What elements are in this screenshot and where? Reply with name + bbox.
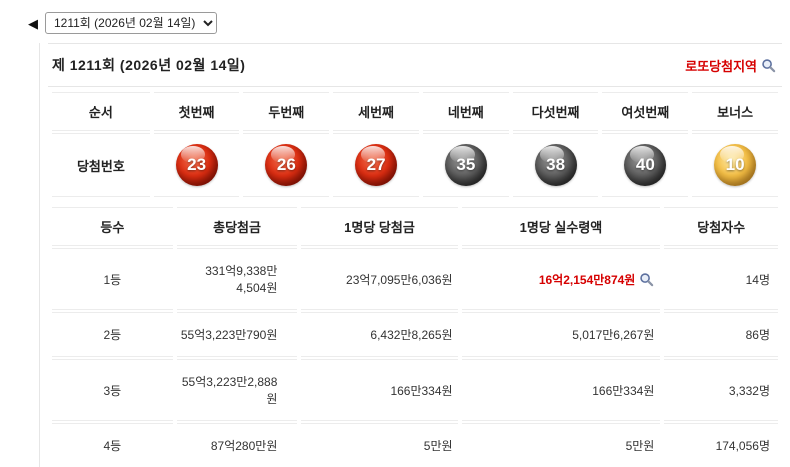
- prize-header-row: 등수 총당첨금 1명당 당첨금 1명당 실수령액 당첨자수: [52, 207, 778, 246]
- lotto-ball-4: 35: [444, 144, 487, 186]
- winners-count-header: 당첨자수: [664, 207, 778, 246]
- position-header-5: 다섯번째: [512, 92, 599, 131]
- magnifier-icon: [762, 58, 776, 72]
- net-prize-link[interactable]: 16억2,154만874원: [539, 271, 655, 288]
- lotto-ball-bonus: 10: [714, 144, 757, 186]
- lotto-ball-2: 26: [265, 144, 308, 186]
- rank-header: 등수: [52, 207, 173, 246]
- bonus-header: 보너스: [692, 92, 778, 131]
- lotto-ball-6: 40: [624, 144, 667, 186]
- net-prize-value: 16억2,154만874원: [538, 272, 636, 287]
- per-winner-cell: 23억7,095만6,036원: [301, 248, 458, 310]
- net-prize-header: 1명당 실수령액: [461, 207, 661, 246]
- position-header-4: 네번째: [422, 92, 509, 131]
- winning-region-link[interactable]: 로또당첨지역: [685, 56, 776, 75]
- total-prize-cell: 331억9,338만4,504원: [176, 248, 298, 310]
- order-header: 순서: [52, 92, 150, 131]
- title-row: 제 1211회 (2026년 02월 14일) 로또당첨지역: [48, 43, 782, 87]
- prize-row-3: 3등 55억3,223만2,888원 166만334원 166만334원 3,3…: [52, 359, 778, 421]
- draw-selector-bar: ◀ 1211회 (2026년 02월 14일): [28, 12, 784, 34]
- winners-count-cell: 3,332명: [664, 359, 778, 421]
- result-content: 제 1211회 (2026년 02월 14일) 로또당첨지역 순서 첫번째 두번…: [39, 43, 784, 467]
- position-header-1: 첫번째: [153, 92, 240, 131]
- winning-numbers-label: 당첨번호: [52, 133, 150, 197]
- total-prize-header: 총당첨금: [176, 207, 298, 246]
- rank-cell: 4등: [52, 423, 173, 467]
- prize-table: 등수 총당첨금 1명당 당첨금 1명당 실수령액 당첨자수 1등 331억9,3…: [48, 205, 782, 467]
- winning-numbers-row: 당첨번호 23 26 27 35 38 40 10: [52, 133, 778, 197]
- per-winner-cell: 166만334원: [301, 359, 458, 421]
- total-prize-cell: 87억280만원: [176, 423, 298, 467]
- position-header-3: 세번째: [333, 92, 419, 131]
- numbers-header-row: 순서 첫번째 두번째 세번째 네번째 다섯번째 여섯번째 보너스: [52, 92, 778, 131]
- rank-cell: 3등: [52, 359, 173, 421]
- lotto-ball-1: 23: [175, 144, 218, 186]
- lotto-ball-5: 38: [534, 144, 577, 186]
- net-prize-cell: 16억2,154만874원: [461, 248, 661, 310]
- prize-row-2: 2등 55억3,223만790원 6,432만8,265원 5,017만6,26…: [52, 312, 778, 357]
- net-prize-cell: 166만334원: [461, 359, 661, 421]
- position-header-6: 여섯번째: [602, 92, 689, 131]
- magnifier-icon: [640, 272, 654, 286]
- rank-cell: 1등: [52, 248, 173, 310]
- position-header-2: 두번째: [243, 92, 330, 131]
- winning-region-link-label: 로또당첨지역: [685, 58, 757, 74]
- winning-numbers-table: 순서 첫번째 두번째 세번째 네번째 다섯번째 여섯번째 보너스 당첨번호 23…: [48, 90, 782, 199]
- lotto-ball-3: 27: [355, 144, 398, 186]
- per-winner-header: 1명당 당첨금: [301, 207, 458, 246]
- winners-count-cell: 86명: [664, 312, 778, 357]
- per-winner-cell: 5만원: [301, 423, 458, 467]
- rank-cell: 2등: [52, 312, 173, 357]
- total-prize-cell: 55억3,223만790원: [176, 312, 298, 357]
- winners-count-cell: 174,056명: [664, 423, 778, 467]
- prize-row-4: 4등 87억280만원 5만원 5만원 174,056명: [52, 423, 778, 467]
- winners-count-cell: 14명: [664, 248, 778, 310]
- page-title: 제 1211회 (2026년 02월 14일): [52, 57, 246, 73]
- draw-select[interactable]: 1211회 (2026년 02월 14일): [45, 12, 217, 34]
- net-prize-cell: 5,017만6,267원: [461, 312, 661, 357]
- prev-draw-button[interactable]: ◀: [28, 15, 38, 31]
- total-prize-cell: 55억3,223만2,888원: [176, 359, 298, 421]
- per-winner-cell: 6,432만8,265원: [301, 312, 458, 357]
- net-prize-cell: 5만원: [461, 423, 661, 467]
- prize-row-1: 1등 331억9,338만4,504원 23억7,095만6,036원 16억2…: [52, 248, 778, 310]
